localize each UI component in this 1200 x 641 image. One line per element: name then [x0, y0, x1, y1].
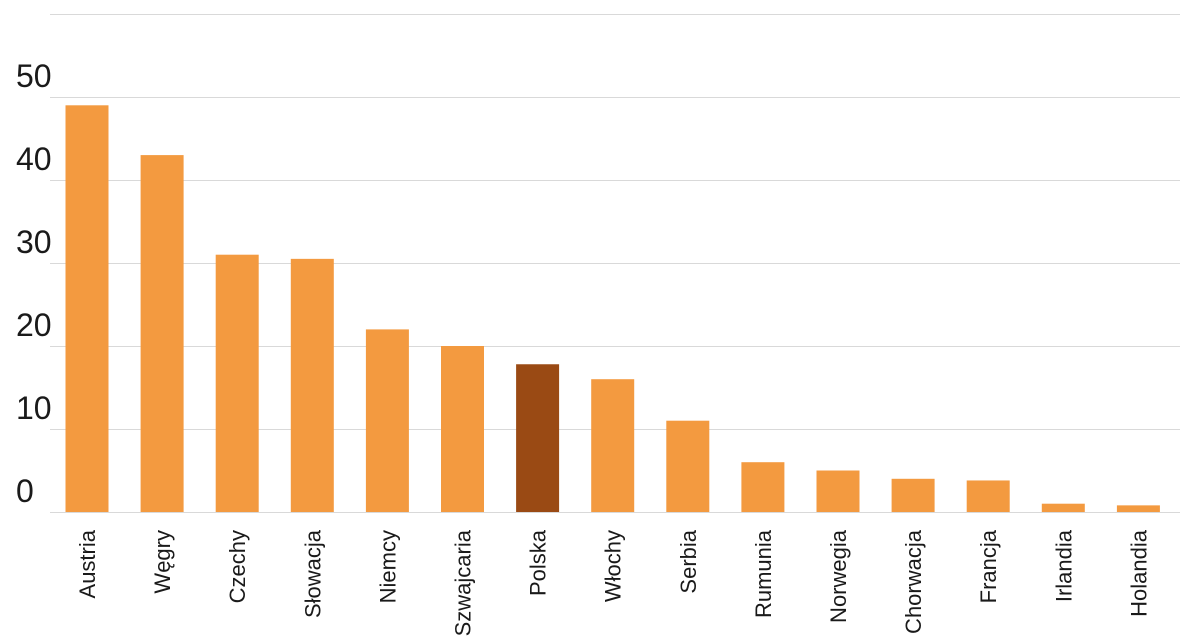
bar-francja — [966, 480, 1010, 512]
bar-szwajcaria — [441, 346, 484, 512]
x-tick-label-polska: Polska — [526, 529, 551, 596]
bar-norwegia — [816, 470, 860, 512]
bar-węgry — [140, 155, 184, 512]
bars — [65, 105, 1160, 513]
x-tick-label-szwajcaria: Szwajcaria — [451, 529, 476, 636]
y-tick-label-40: 40 — [16, 141, 52, 177]
y-tick-label-10: 10 — [16, 390, 52, 426]
x-tick-label-włochy: Włochy — [601, 530, 626, 602]
x-tick-label-niemcy: Niemcy — [375, 530, 400, 603]
bar-serbia — [666, 420, 710, 512]
y-tick-label-30: 30 — [16, 224, 52, 260]
x-tick-label-rumunia: Rumunia — [751, 529, 776, 618]
x-tick-label-norwegia: Norwegia — [826, 529, 851, 623]
x-tick-label-słowacja: Słowacja — [300, 529, 325, 618]
x-tick-label-holandia: Holandia — [1126, 529, 1151, 617]
x-tick-label-chorwacja: Chorwacja — [901, 529, 926, 634]
bar-irlandia — [1041, 503, 1085, 512]
y-tick-label-20: 20 — [16, 307, 52, 343]
y-tick-label-0: 0 — [16, 473, 34, 509]
x-tick-label-austria: Austria — [75, 529, 100, 598]
x-tick-label-serbia: Serbia — [676, 529, 701, 593]
x-tick-label-francja: Francja — [976, 529, 1001, 603]
y-tick-label-50: 50 — [16, 58, 52, 94]
bar-austria — [65, 105, 109, 513]
bar-holandia — [1116, 505, 1160, 512]
bar-niemcy — [365, 329, 409, 512]
x-axis-tick-labels: Austria Węgry Czechy Słowacja Niemcy Szwajcar… — [75, 529, 1151, 636]
bar-włochy — [591, 379, 635, 512]
bar-chorwacja — [891, 478, 935, 512]
x-tick-label-węgry: Węgry — [150, 530, 175, 594]
bar-rumunia — [741, 462, 785, 512]
x-tick-label-czechy: Czechy — [225, 530, 250, 603]
y-axis-tick-labels: 0 10 20 30 40 50 — [16, 58, 52, 509]
bar-polska — [516, 364, 560, 512]
bar-czechy — [215, 254, 259, 512]
x-tick-label-irlandia: Irlandia — [1051, 529, 1076, 602]
bar-słowacja — [290, 258, 334, 512]
